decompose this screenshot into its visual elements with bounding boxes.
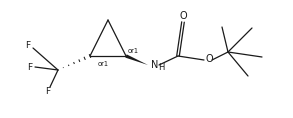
Text: F: F [25,42,30,51]
Text: F: F [28,63,33,72]
Text: or1: or1 [128,48,139,54]
Text: O: O [179,11,187,21]
Text: F: F [45,86,51,95]
Text: H: H [158,63,164,72]
Text: O: O [205,54,213,64]
Text: or1: or1 [98,61,109,67]
Polygon shape [125,54,148,65]
Text: N: N [151,60,159,70]
